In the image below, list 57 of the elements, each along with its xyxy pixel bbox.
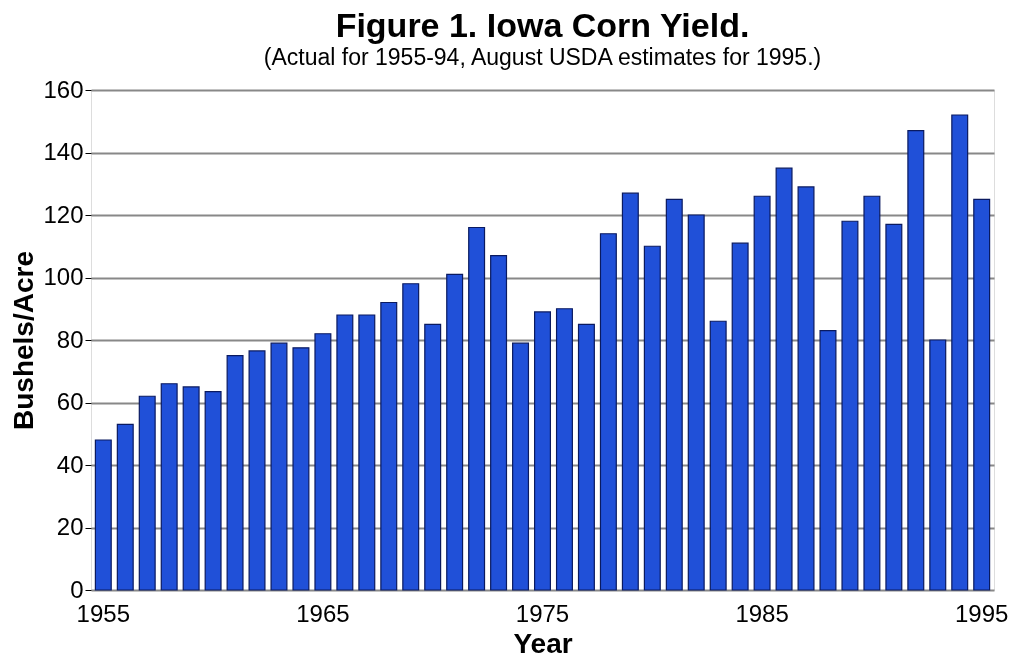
bar: [709, 320, 727, 591]
y-tick-label: 160: [43, 75, 84, 103]
bar: [797, 186, 815, 591]
chart-title: Figure 1. Iowa Corn Yield.: [335, 6, 750, 44]
bar: [731, 242, 749, 591]
bar: [248, 350, 266, 591]
bar: [468, 226, 486, 591]
bar: [621, 192, 639, 591]
bar: [555, 308, 573, 591]
bar: [819, 330, 837, 591]
x-tick-label: 1985: [735, 599, 789, 627]
bar: [138, 395, 156, 591]
bar: [885, 223, 903, 591]
x-tick-label: 1995: [955, 599, 1009, 627]
y-tick-label: 40: [56, 450, 84, 478]
bar: [336, 314, 354, 591]
bar: [577, 323, 595, 591]
bar: [512, 342, 530, 591]
bar: [182, 386, 200, 591]
bar: [160, 383, 178, 591]
bar: [533, 311, 552, 591]
bar: [929, 339, 947, 591]
bar: [380, 301, 398, 591]
bar: [226, 355, 244, 591]
bar: [753, 195, 771, 591]
bar: [841, 220, 859, 591]
y-tick-label: 100: [43, 263, 84, 290]
bar: [490, 255, 508, 591]
bar: [907, 130, 925, 591]
x-axis-title: Year: [513, 627, 573, 659]
y-tick-label: 20: [56, 513, 84, 540]
bar: [292, 347, 310, 591]
bar: [270, 342, 288, 591]
bar: [951, 114, 969, 591]
bar: [973, 198, 991, 591]
bar: [204, 390, 222, 591]
bar: [116, 423, 134, 591]
bar: [687, 214, 705, 591]
bar: [643, 245, 661, 591]
bar: [665, 198, 683, 591]
y-axis-title: Bushels/Acre: [8, 251, 40, 430]
bar: [446, 273, 464, 591]
y-tick-label: 120: [43, 200, 84, 228]
bar: [599, 233, 617, 591]
x-tick-label: 1965: [296, 599, 350, 627]
bar: [424, 323, 442, 591]
y-tick-label: 140: [43, 138, 84, 165]
bar: [402, 283, 420, 591]
bar: [358, 314, 376, 591]
chart-subtitle: (Actual for 1955-94, August USDA estimates for 1995.): [263, 44, 822, 70]
y-tick-label: 60: [56, 388, 84, 415]
bar: [94, 439, 112, 591]
bar: [775, 167, 793, 591]
bar: [314, 333, 332, 591]
x-tick-label: 1975: [515, 599, 570, 627]
y-tick-label: 80: [56, 325, 84, 353]
bar: [863, 195, 881, 591]
